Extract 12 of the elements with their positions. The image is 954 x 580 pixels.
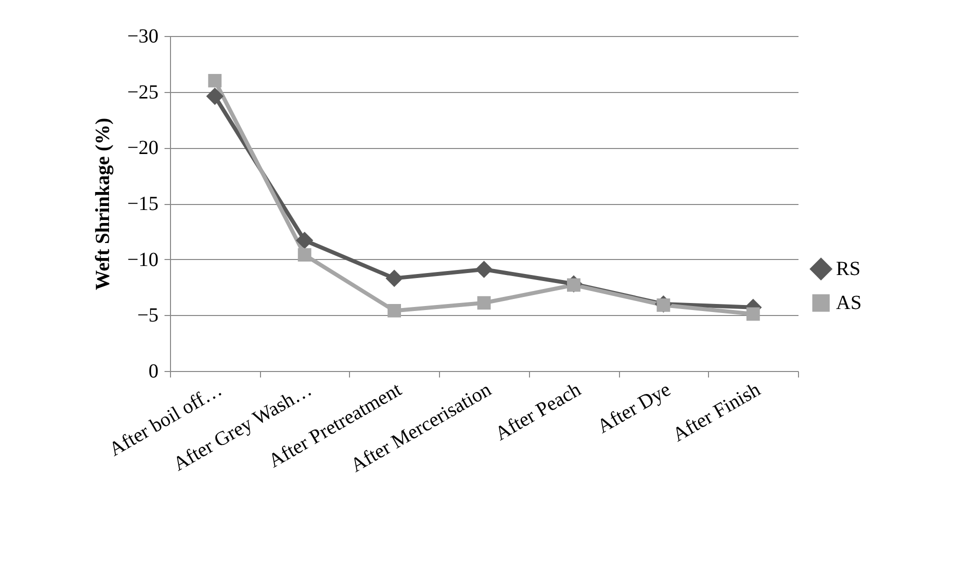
y-tick-label: −20 — [127, 137, 158, 160]
y-tick-label: −30 — [127, 26, 158, 48]
y-tick-label: 0 — [148, 360, 158, 382]
x-tick-label: After Peach — [491, 378, 585, 446]
y-tick-label: −15 — [127, 193, 158, 215]
y-axis-title: Weft Shrinkage (%) — [92, 118, 114, 290]
y-tick-label: −10 — [127, 248, 158, 271]
y-tick-label: −5 — [137, 304, 158, 327]
legend-label: AS — [836, 292, 862, 314]
x-tick-label: After Dye — [594, 378, 675, 438]
y-tick-label: −25 — [127, 81, 158, 104]
legend-label: RS — [836, 258, 860, 280]
